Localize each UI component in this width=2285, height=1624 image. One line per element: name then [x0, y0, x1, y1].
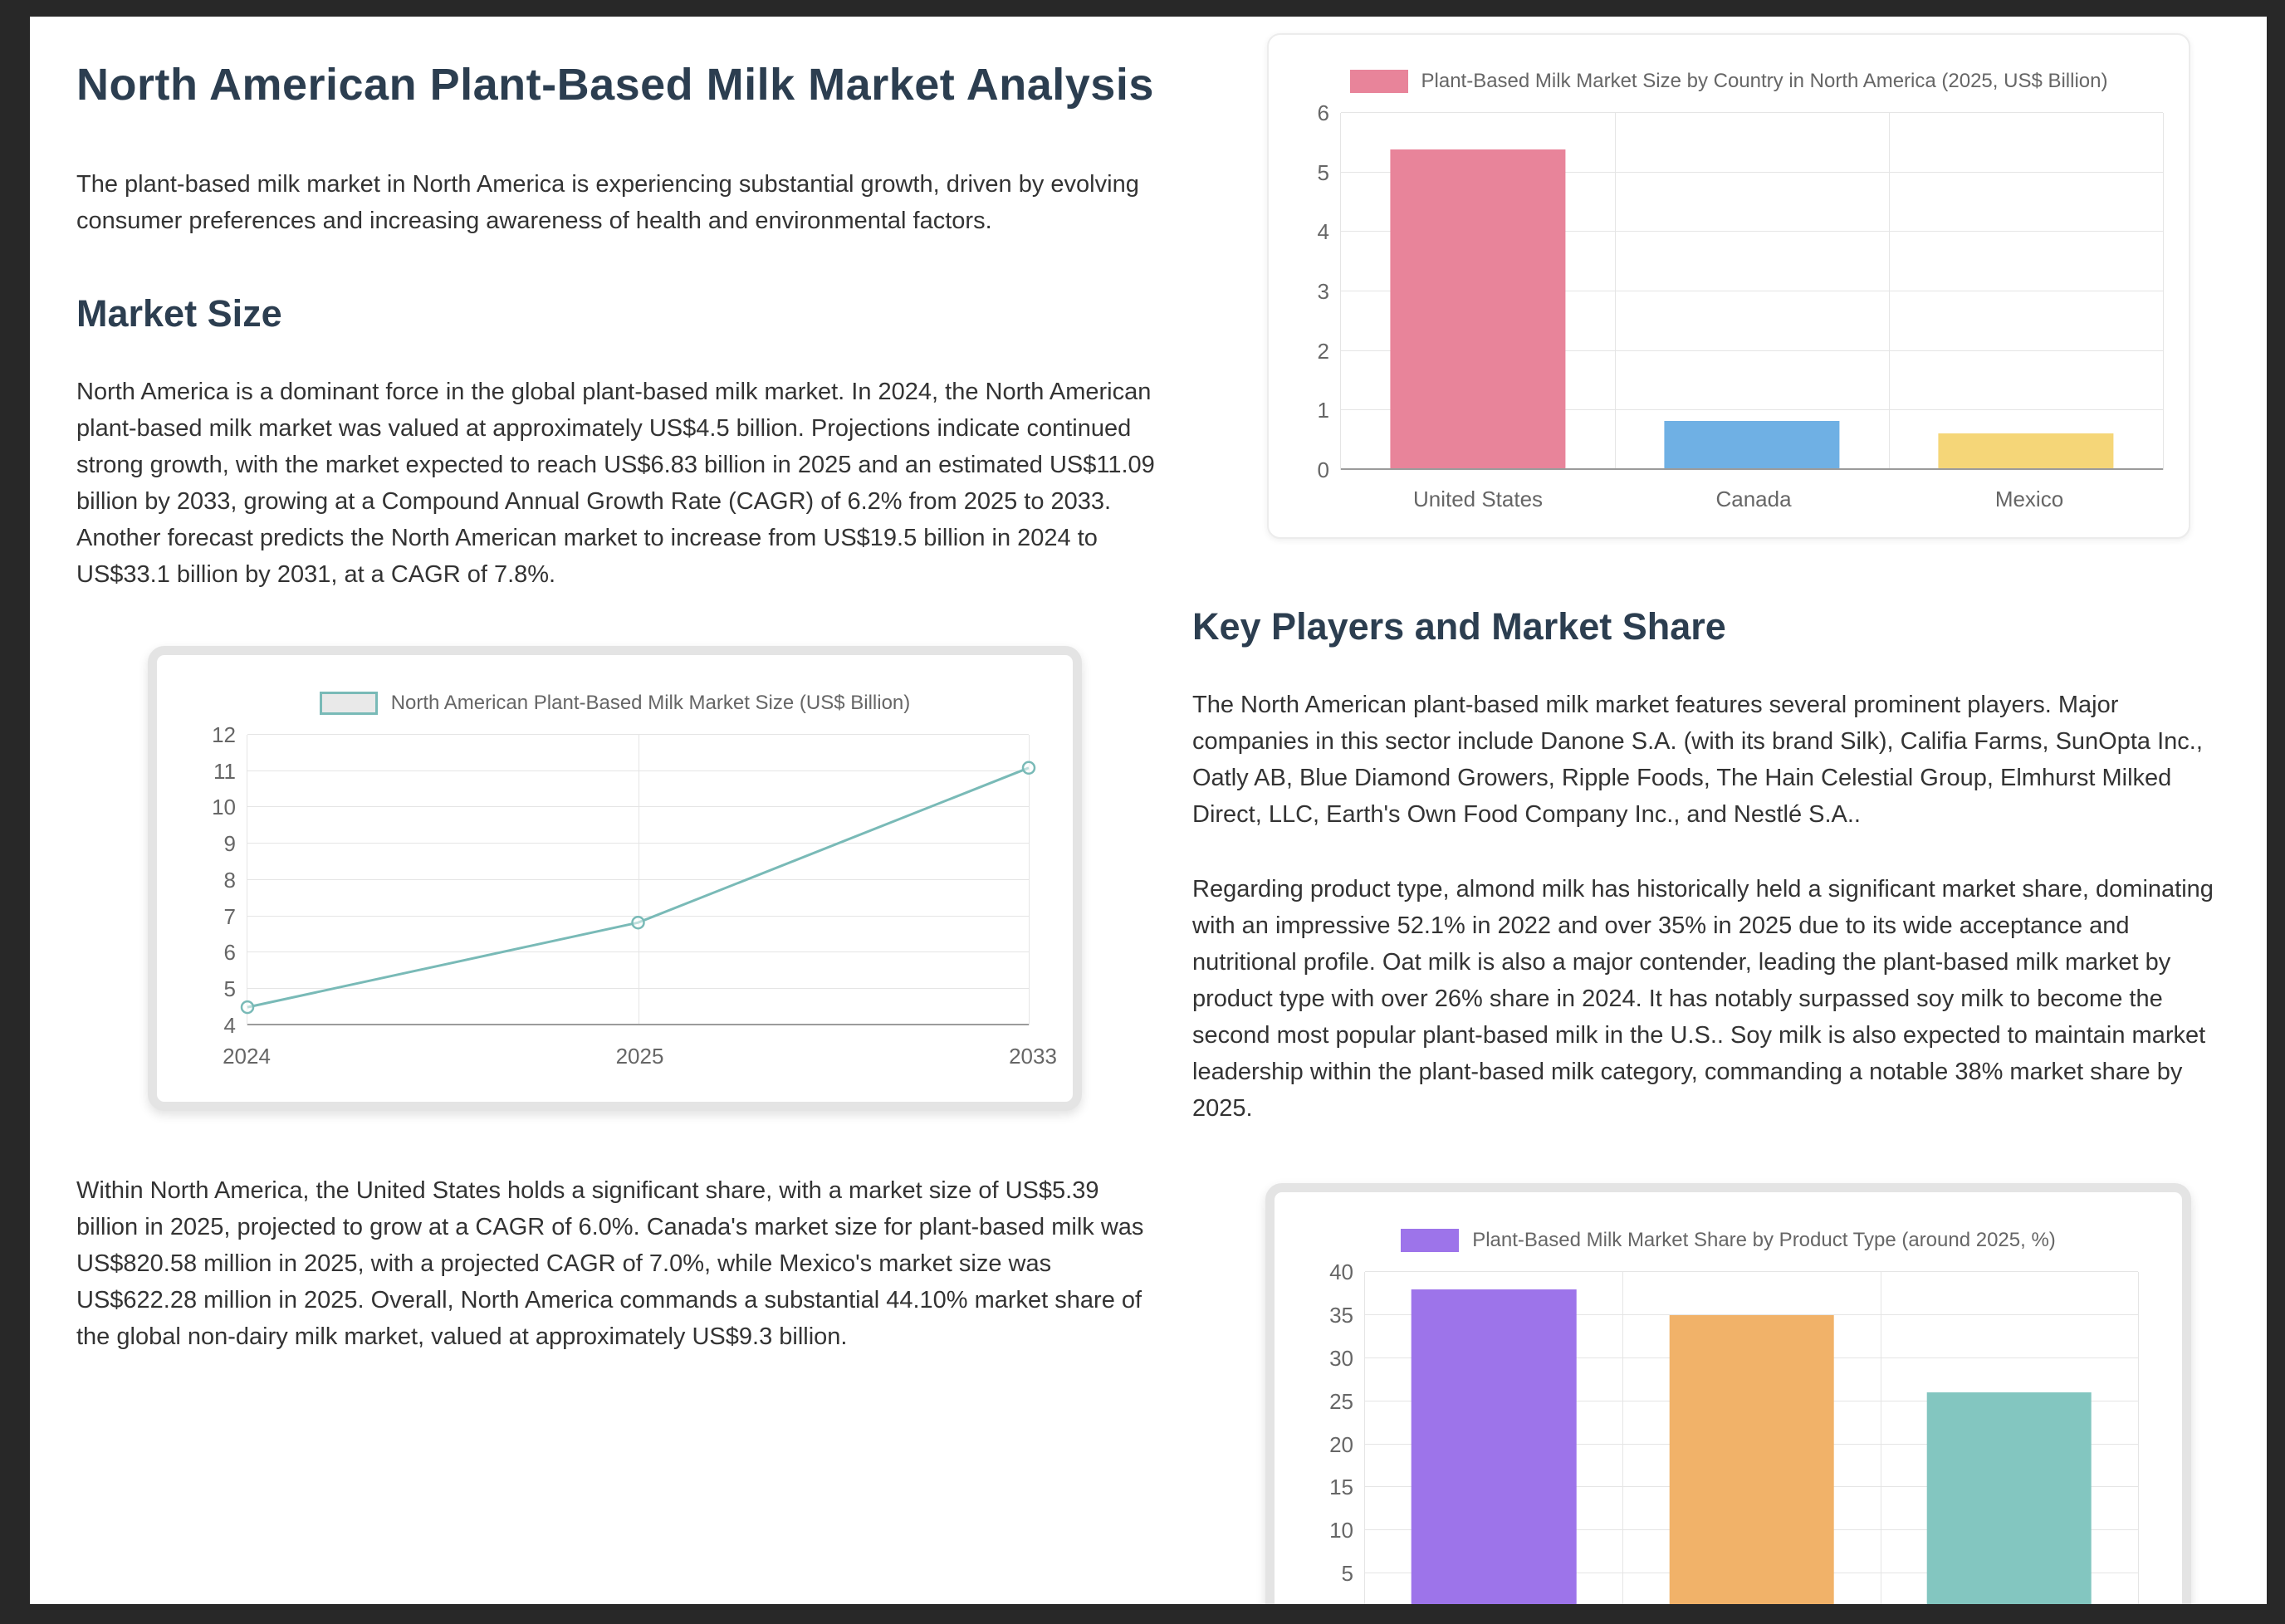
x-tick-label: Mexico [1994, 487, 2064, 511]
y-tick-label: 40 [1329, 1260, 1353, 1284]
x-tick-label: 2024 [223, 1043, 271, 1069]
gridline [247, 733, 1029, 735]
x-tick-label: United States [1412, 487, 1544, 511]
bar-oat-milk [1926, 1392, 2092, 1604]
y-tick-label: 25 [1329, 1388, 1353, 1414]
bar-legend-swatch [1349, 70, 1408, 93]
gridline [1341, 171, 2163, 173]
line-legend-swatch [319, 691, 378, 715]
chart-title: Plant-Based Milk Market Size by Country … [1421, 70, 2108, 92]
y-tick-label: 5 [1317, 159, 1329, 185]
y-tick-label: 11 [213, 758, 236, 784]
bar-almond-milk [1669, 1314, 1834, 1604]
chart-title: North American Plant-Based Milk Market S… [390, 691, 911, 714]
y-tick-label: 9 [223, 831, 236, 857]
y-tick-label: 4 [1317, 219, 1329, 245]
section-heading-key-players: Key Players and Market Share [1192, 605, 1726, 648]
y-tick-label: 2 [1317, 338, 1329, 364]
key-players-paragraph-2: Regarding product type, almond milk has … [1192, 876, 2214, 1122]
y-tick-label: 3 [1317, 279, 1329, 304]
y-tick-label: 5 [1341, 1561, 1353, 1587]
chart-legend: Plant-Based Milk Market Share by Product… [1314, 1229, 2142, 1252]
x-tick-label: 2033 [1009, 1043, 1057, 1069]
chart-plot-area: 0510152025303540 [1329, 1261, 2139, 1604]
key-players-paragraph-1: The North American plant-based milk mark… [1192, 692, 2203, 828]
y-tick-label: 1 [1317, 398, 1329, 423]
bar-soy-milk [1411, 1289, 1577, 1604]
y-tick-label: 6 [223, 940, 236, 966]
section-heading-market-size: Market Size [76, 291, 282, 335]
category-separator [1622, 1272, 1624, 1604]
y-tick-label: 10 [1329, 1518, 1353, 1543]
right-column: Plant-Based Milk Market Size by Country … [1192, 32, 2237, 1604]
gridline [1341, 231, 2163, 232]
category-separator [1615, 113, 1616, 470]
category-separator [1889, 113, 1890, 470]
bar-legend-swatch [1401, 1229, 1460, 1252]
y-tick-label: 8 [223, 867, 236, 893]
line-chart-market-size: North American Plant-Based Milk Market S… [148, 645, 1082, 1111]
gridline [1365, 1271, 2138, 1272]
y-tick-label: 10 [212, 795, 236, 820]
bar-united-states [1390, 149, 1566, 470]
gridline [1365, 1313, 2138, 1315]
y-tick-label: 7 [223, 903, 236, 929]
y-tick-label: 5 [223, 976, 236, 1002]
bar-chart-country-market-size: Plant-Based Milk Market Size by Country … [1267, 33, 2190, 539]
gridline [1341, 409, 2163, 411]
y-tick-label: 6 [1317, 100, 1329, 125]
x-axis-line [247, 1023, 1029, 1025]
y-tick-label: 15 [1329, 1475, 1353, 1500]
gridline [1341, 350, 2163, 351]
y-tick-label: 20 [1329, 1431, 1353, 1457]
line-series [240, 761, 1036, 1015]
y-tick-label: 12 [212, 722, 236, 747]
x-axis-labels: United States Canada Mexico [1340, 487, 2167, 512]
bar-chart-product-share: Plant-Based Milk Market Share by Product… [1265, 1183, 2191, 1604]
chart-legend: North American Plant-Based Milk Market S… [197, 691, 1033, 715]
bar-mexico [1938, 433, 2114, 470]
y-tick-label: 35 [1329, 1302, 1353, 1328]
x-axis-labels: 2024 2025 2033 [223, 1043, 1057, 1074]
market-size-paragraph-1: North America is a dominant force in the… [76, 378, 1155, 588]
gridline [1341, 112, 2163, 113]
left-column: North American Plant-Based Milk Market A… [76, 32, 1156, 1604]
bar-canada [1664, 421, 1840, 470]
x-tick-label: 2025 [615, 1043, 664, 1069]
intro-paragraph: The plant-based milk market in North Ame… [76, 170, 1139, 234]
y-tick-label: 4 [223, 1012, 236, 1038]
chart-title: Plant-Based Milk Market Share by Product… [1472, 1229, 2056, 1251]
y-tick-label: 0 [1317, 457, 1329, 482]
page-title: North American Plant-Based Milk Market A… [76, 60, 1154, 110]
chart-legend: Plant-Based Milk Market Size by Country … [1290, 70, 2167, 93]
x-tick-label: Canada [1715, 487, 1792, 511]
y-tick-label: 30 [1329, 1345, 1353, 1371]
document-page: North American Plant-Based Milk Market A… [30, 17, 2267, 1604]
chart-plot-area: 0 1 2 3 4 5 6 [1318, 102, 2164, 481]
market-size-paragraph-2: Within North America, the United States … [76, 1176, 1144, 1350]
chart-plot-area: 4 5 6 7 8 9 10 11 12 [212, 724, 1036, 1036]
x-axis-line [1341, 468, 2163, 470]
